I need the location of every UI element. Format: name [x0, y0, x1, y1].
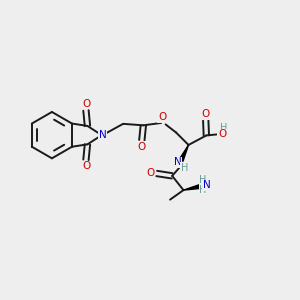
Text: N: N — [203, 180, 211, 190]
Text: O: O — [82, 161, 91, 171]
Text: N: N — [99, 130, 106, 140]
Text: H: H — [199, 175, 206, 185]
Text: O: O — [82, 99, 91, 109]
Text: O: O — [158, 112, 166, 122]
Text: H: H — [220, 123, 228, 133]
Text: O: O — [146, 168, 154, 178]
Text: N: N — [174, 157, 182, 167]
Polygon shape — [179, 145, 188, 161]
Polygon shape — [184, 185, 200, 190]
Text: O: O — [218, 129, 226, 139]
Text: H: H — [199, 185, 206, 195]
Text: O: O — [137, 142, 146, 152]
Text: H: H — [181, 163, 188, 173]
Text: O: O — [202, 109, 210, 119]
